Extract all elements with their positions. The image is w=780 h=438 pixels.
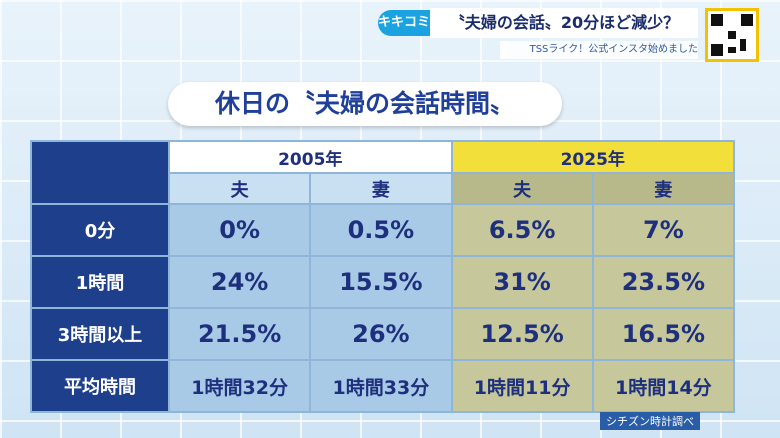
table-row: 1時間 24% 15.5% 31% 23.5% <box>30 255 736 309</box>
table-title: 休日の〝夫婦の会話時間〟 <box>168 82 562 126</box>
program-tag: キキコミ <box>378 10 430 36</box>
corner-cell <box>30 140 170 205</box>
table-row: 3時間以上 21.5% 26% 12.5% 16.5% <box>30 307 736 361</box>
row-label: 0分 <box>30 203 170 257</box>
data-cell: 26% <box>309 307 453 361</box>
column-header: 夫 <box>167 172 312 205</box>
table-row: 平均時間 1時間32分 1時間33分 1時間11分 1時間14分 <box>30 359 736 413</box>
data-table: 2005年 2025年夫妻夫妻 0分 0% 0.5% 6.5% 7% 1時間 24% 15.5% 3… <box>30 140 736 413</box>
data-cell: 7% <box>591 203 736 257</box>
qr-code <box>705 8 759 62</box>
data-cell: 1時間14分 <box>591 359 736 413</box>
data-cell: 12.5% <box>450 307 594 361</box>
data-cell: 0.5% <box>309 203 453 257</box>
column-header: 妻 <box>309 172 453 205</box>
data-cell: 1時間32分 <box>167 359 312 413</box>
year-header: 2005年 <box>168 140 453 174</box>
row-label: 平均時間 <box>30 359 170 413</box>
row-label: 1時間 <box>30 255 170 309</box>
data-cell: 23.5% <box>591 255 736 309</box>
data-cell: 31% <box>450 255 594 309</box>
data-cell: 1時間33分 <box>309 359 453 413</box>
table-row: 2005年 2025年 <box>30 140 735 205</box>
data-cell: 15.5% <box>309 255 453 309</box>
column-header: 妻 <box>591 172 736 205</box>
data-cell: 0% <box>167 203 312 257</box>
data-cell: 24% <box>167 255 312 309</box>
data-cell: 16.5% <box>591 307 736 361</box>
ticker: TSSライク！公式インスタ始めました <box>500 41 698 59</box>
table-row: 夫妻夫妻 <box>31 172 736 205</box>
year-header: 2025年 <box>450 140 735 174</box>
data-cell: 6.5% <box>450 203 594 257</box>
data-cell: 1時間11分 <box>450 359 594 413</box>
table-row: 0分 0% 0.5% 6.5% 7% <box>30 203 736 257</box>
source: シチズン時計調べ <box>600 412 700 430</box>
row-label: 3時間以上 <box>30 307 170 361</box>
column-header: 夫 <box>450 172 594 205</box>
data-cell: 21.5% <box>167 307 312 361</box>
headline: 〝夫婦の会話〟20分ほど減少？ <box>430 8 698 38</box>
